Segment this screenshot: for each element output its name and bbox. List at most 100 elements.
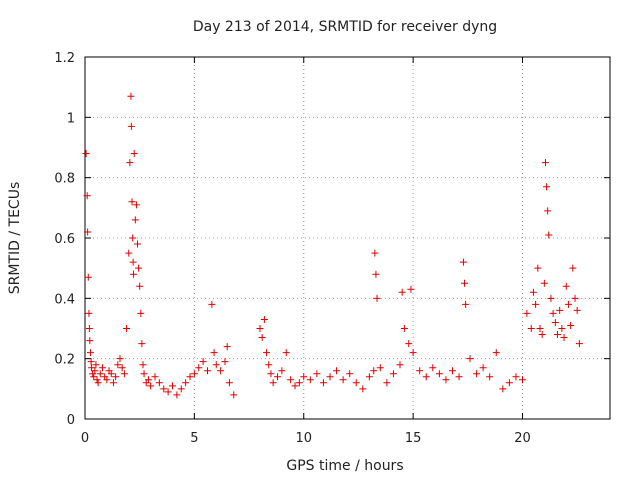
data-point	[140, 370, 148, 378]
data-point	[221, 358, 229, 366]
data-point	[422, 373, 430, 381]
data-point	[571, 294, 579, 302]
data-point	[217, 367, 225, 375]
data-point	[99, 364, 106, 372]
data-point	[212, 361, 220, 369]
y-tick-label: 0.2	[54, 353, 75, 368]
data-point	[210, 349, 218, 357]
data-point	[138, 340, 146, 348]
data-point	[562, 282, 570, 290]
data-point	[383, 379, 391, 387]
data-point	[103, 376, 111, 384]
data-point	[208, 300, 216, 308]
data-point	[195, 364, 203, 372]
data-point	[129, 234, 137, 242]
data-point	[267, 370, 275, 378]
data-point	[538, 331, 546, 339]
data-point	[160, 385, 168, 393]
data-point	[135, 264, 143, 272]
data-point	[306, 376, 314, 384]
data-point	[87, 358, 95, 366]
data-point	[479, 364, 487, 372]
data-point	[505, 379, 513, 387]
data-point	[131, 216, 139, 224]
x-tick-label: 5	[190, 431, 198, 446]
data-point	[147, 382, 155, 390]
data-point	[258, 334, 266, 342]
grid	[85, 57, 610, 419]
y-tick-label: 0.6	[54, 232, 75, 247]
axis-ticks: 0 0.2 0.4 0.6 0.8 1 1.2 0 5 10 15 20	[54, 51, 610, 446]
data-point	[573, 306, 581, 314]
data-point	[544, 207, 552, 215]
data-point	[389, 370, 397, 378]
data-point	[139, 361, 147, 369]
data-point	[127, 122, 135, 130]
data-point	[151, 373, 159, 381]
data-point	[116, 355, 124, 363]
data-point	[269, 379, 277, 387]
data-point	[359, 385, 367, 393]
data-point	[127, 92, 135, 100]
data-point	[223, 343, 231, 351]
data-point	[326, 373, 334, 381]
data-point	[400, 325, 408, 332]
data-point	[93, 376, 101, 384]
data-point	[527, 325, 535, 332]
data-point	[164, 388, 172, 396]
data-point	[230, 391, 238, 399]
data-point	[551, 318, 559, 326]
data-point	[540, 279, 548, 287]
data-point	[545, 231, 553, 239]
data-point	[429, 364, 437, 372]
data-point	[182, 379, 190, 387]
data-point	[90, 373, 98, 381]
data-point	[459, 258, 467, 266]
data-point	[256, 325, 264, 332]
data-point	[84, 228, 92, 236]
data-point	[274, 373, 281, 381]
data-point	[575, 340, 583, 348]
y-tick-label: 0.8	[54, 172, 75, 187]
data-point	[352, 379, 360, 387]
data-point	[396, 361, 404, 369]
data-point	[416, 367, 424, 375]
data-point	[86, 349, 94, 357]
y-tick-label: 1.2	[54, 51, 75, 66]
data-point	[435, 370, 443, 378]
data-point	[547, 294, 555, 302]
data-point	[92, 361, 100, 369]
data-point	[282, 349, 290, 357]
data-point	[263, 349, 271, 357]
data-point	[549, 309, 557, 317]
data-point	[442, 376, 450, 384]
data-point	[265, 361, 273, 369]
y-tick-label: 0	[67, 413, 75, 428]
data-point	[473, 370, 481, 378]
data-point	[85, 309, 93, 317]
y-tick-label: 0.4	[54, 292, 75, 307]
data-point	[177, 385, 185, 393]
data-point	[173, 391, 181, 399]
y-axis-title: SRMTID / TECUs	[7, 182, 23, 295]
data-point	[128, 198, 136, 206]
data-point	[94, 379, 102, 387]
data-point	[118, 364, 126, 372]
data-point	[376, 364, 384, 372]
data-point	[529, 288, 537, 296]
data-point	[84, 273, 92, 281]
data-point	[112, 373, 120, 381]
data-point	[486, 373, 494, 381]
data-point	[83, 192, 91, 200]
data-point	[225, 379, 233, 387]
x-tick-label: 10	[295, 431, 312, 446]
data-point	[132, 201, 140, 209]
data-point	[519, 376, 526, 384]
data-point	[300, 373, 308, 381]
data-point	[554, 331, 561, 339]
data-point	[114, 361, 122, 369]
data-point	[134, 240, 141, 248]
data-point	[137, 309, 145, 317]
data-point	[564, 300, 572, 308]
